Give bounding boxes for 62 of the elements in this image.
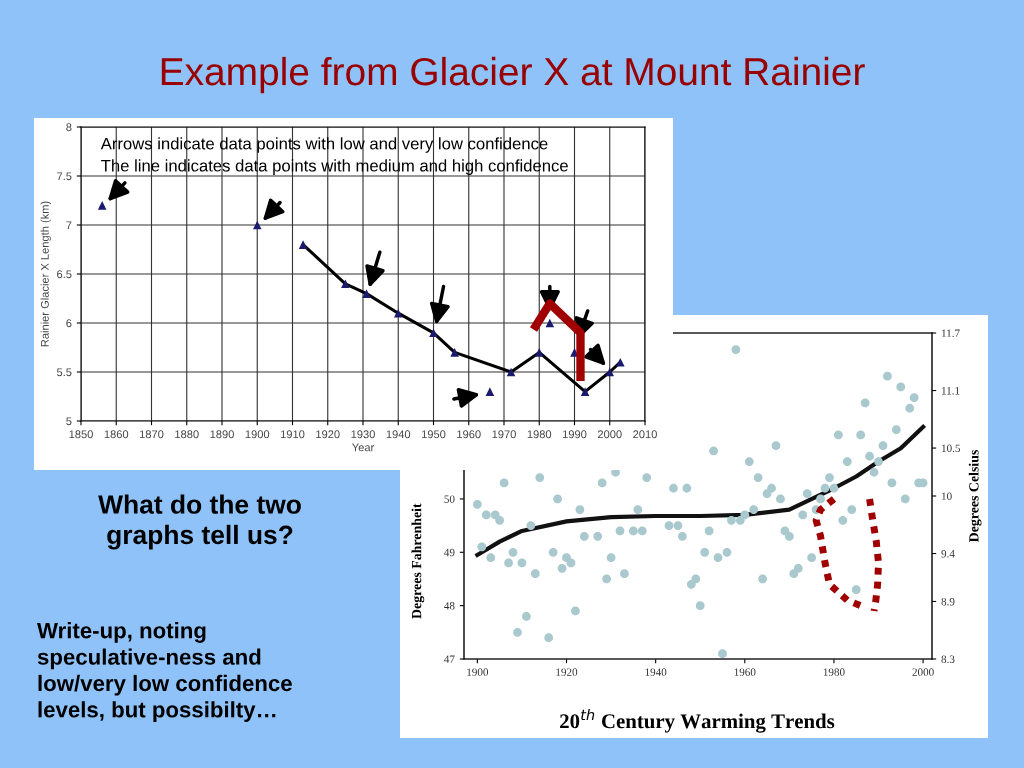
x-tick-label: 2000 xyxy=(912,668,934,676)
x-tick-label: 1870 xyxy=(139,430,164,439)
y-tick-label: 49 xyxy=(444,548,455,557)
point xyxy=(362,289,371,298)
y-axis-title: Rainier Glacier X Length (km) xyxy=(40,201,51,347)
y2-tick-label: 11.1 xyxy=(942,387,960,395)
point xyxy=(580,387,590,396)
point xyxy=(534,348,544,357)
y2-axis-title: Degrees Celsius xyxy=(968,449,982,543)
point xyxy=(393,308,403,318)
text: What do the two graphs tell us? xyxy=(98,494,301,550)
x-tick-label: 1890 xyxy=(210,430,234,439)
x-tick-label: 1930 xyxy=(351,430,375,439)
text: 20$^{th}$ Century Warming Trends xyxy=(560,709,835,733)
x-tick-label: 1900 xyxy=(245,430,270,439)
x-tick-label: 1920 xyxy=(556,668,578,676)
point xyxy=(485,387,495,396)
y-tick-label: 7 xyxy=(66,221,72,230)
x-tick-label: 1960 xyxy=(734,668,756,676)
x-tick-label: 1970 xyxy=(492,430,516,439)
x-tick-label: 1940 xyxy=(386,430,411,439)
x-tick-label: 1900 xyxy=(467,668,489,676)
point xyxy=(429,328,438,338)
x-tick-label: 1990 xyxy=(562,430,587,439)
x-tick-label: 1850 xyxy=(69,430,93,439)
x-tick-label: 1960 xyxy=(457,430,481,439)
point xyxy=(298,240,308,249)
x-tick-label: 2010 xyxy=(633,430,657,439)
text: Write-up, noting speculative-ness and low/very low confidence levels, but possibilty… xyxy=(37,622,292,722)
y-tick-label: 8 xyxy=(66,123,72,132)
x-tick-label: 1980 xyxy=(823,668,845,676)
x-tick-label: 1950 xyxy=(421,430,446,439)
y2-tick-label: 10.5 xyxy=(942,444,961,453)
y-axis-title: Degrees Fahrenheit xyxy=(411,503,425,619)
y-tick-label: 5 xyxy=(66,417,72,426)
point xyxy=(97,201,107,210)
x-tick-label: 2000 xyxy=(597,430,622,439)
x-tick-label: 1910 xyxy=(280,430,305,439)
x-tick-label: 1880 xyxy=(175,430,199,439)
x-tick-label: 1860 xyxy=(104,430,129,439)
y-tick-label: 47 xyxy=(444,655,455,663)
y-tick-label: 6.5 xyxy=(57,270,72,279)
y2-tick-label: 8.9 xyxy=(941,597,955,606)
point xyxy=(605,367,615,377)
y-tick-label: 5.5 xyxy=(56,368,72,377)
y-tick-label: 50 xyxy=(444,495,455,503)
text: Example from Glacier X at Mount Rainier xyxy=(161,56,865,94)
point xyxy=(341,279,350,289)
y-tick-label: 48 xyxy=(444,602,455,610)
x-tick-label: 1980 xyxy=(527,430,552,439)
y2-tick-label: 11.7 xyxy=(942,329,960,338)
y-tick-label: 7.5 xyxy=(57,172,72,181)
point xyxy=(252,220,262,230)
x-axis-title: Year xyxy=(352,443,375,452)
y2-tick-label: 10 xyxy=(942,492,952,500)
point xyxy=(545,318,555,328)
y-tick-label: 6 xyxy=(66,319,72,328)
y2-tick-label: 9.4 xyxy=(941,550,955,558)
point xyxy=(450,348,459,357)
y2-tick-label: 8.3 xyxy=(941,655,955,664)
x-tick-label: 1940 xyxy=(645,668,667,676)
x-tick-label: 1920 xyxy=(316,430,340,439)
